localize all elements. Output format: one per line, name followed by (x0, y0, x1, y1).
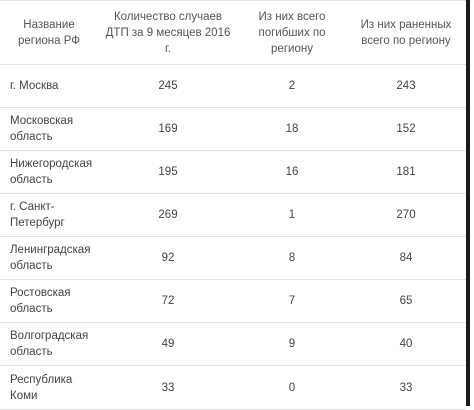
table-row: Республика Коми 33 0 33 (0, 365, 466, 410)
table-row: г. Москва 245 2 243 (0, 64, 466, 108)
killed-cell: 7 (238, 279, 346, 323)
column-header-region: Название региона РФ (0, 0, 98, 65)
table-header-row: Название региона РФ Количество случаев Д… (0, 0, 466, 65)
table-row: Нижегородская область 195 16 181 (0, 150, 466, 194)
accidents-cell: 33 (98, 365, 238, 410)
injured-cell: 65 (346, 279, 466, 323)
killed-cell: 0 (238, 365, 346, 410)
killed-cell: 8 (238, 236, 346, 280)
accidents-cell: 169 (98, 107, 238, 151)
region-cell: Московская область (0, 107, 98, 151)
killed-cell: 16 (238, 150, 346, 194)
injured-cell: 33 (346, 365, 466, 410)
injured-cell: 181 (346, 150, 466, 194)
region-cell: Республика Коми (0, 365, 98, 410)
injured-cell: 40 (346, 322, 466, 366)
killed-cell: 2 (238, 64, 346, 108)
accidents-cell: 195 (98, 150, 238, 194)
region-cell: г. Санкт-Петербург (0, 193, 98, 237)
column-header-killed: Из них всего погибших по региону (238, 0, 346, 65)
injured-cell: 84 (346, 236, 466, 280)
killed-cell: 1 (238, 193, 346, 237)
accidents-cell: 245 (98, 64, 238, 108)
accidents-cell: 49 (98, 322, 238, 366)
table-row: Ростовская область 72 7 65 (0, 279, 466, 323)
killed-cell: 9 (238, 322, 346, 366)
table-row: г. Санкт-Петербург 269 1 270 (0, 193, 466, 237)
column-header-injured: Из них раненных всего по региону (346, 0, 466, 65)
region-cell: Нижегородская область (0, 150, 98, 194)
table-row: Волгоградская область 49 9 40 (0, 322, 466, 366)
column-header-accidents: Количество случаев ДТП за 9 месяцев 2016… (98, 0, 238, 65)
table-row: Московская область 169 18 152 (0, 107, 466, 151)
region-cell: г. Москва (0, 64, 98, 108)
accidents-cell: 269 (98, 193, 238, 237)
killed-cell: 18 (238, 107, 346, 151)
injured-cell: 152 (346, 107, 466, 151)
accidents-cell: 92 (98, 236, 238, 280)
accidents-cell: 72 (98, 279, 238, 323)
region-cell: Ленинградская область (0, 236, 98, 280)
region-cell: Ростовская область (0, 279, 98, 323)
region-cell: Волгоградская область (0, 322, 98, 366)
table-row: Ленинградская область 92 8 84 (0, 236, 466, 280)
injured-cell: 270 (346, 193, 466, 237)
injured-cell: 243 (346, 64, 466, 108)
